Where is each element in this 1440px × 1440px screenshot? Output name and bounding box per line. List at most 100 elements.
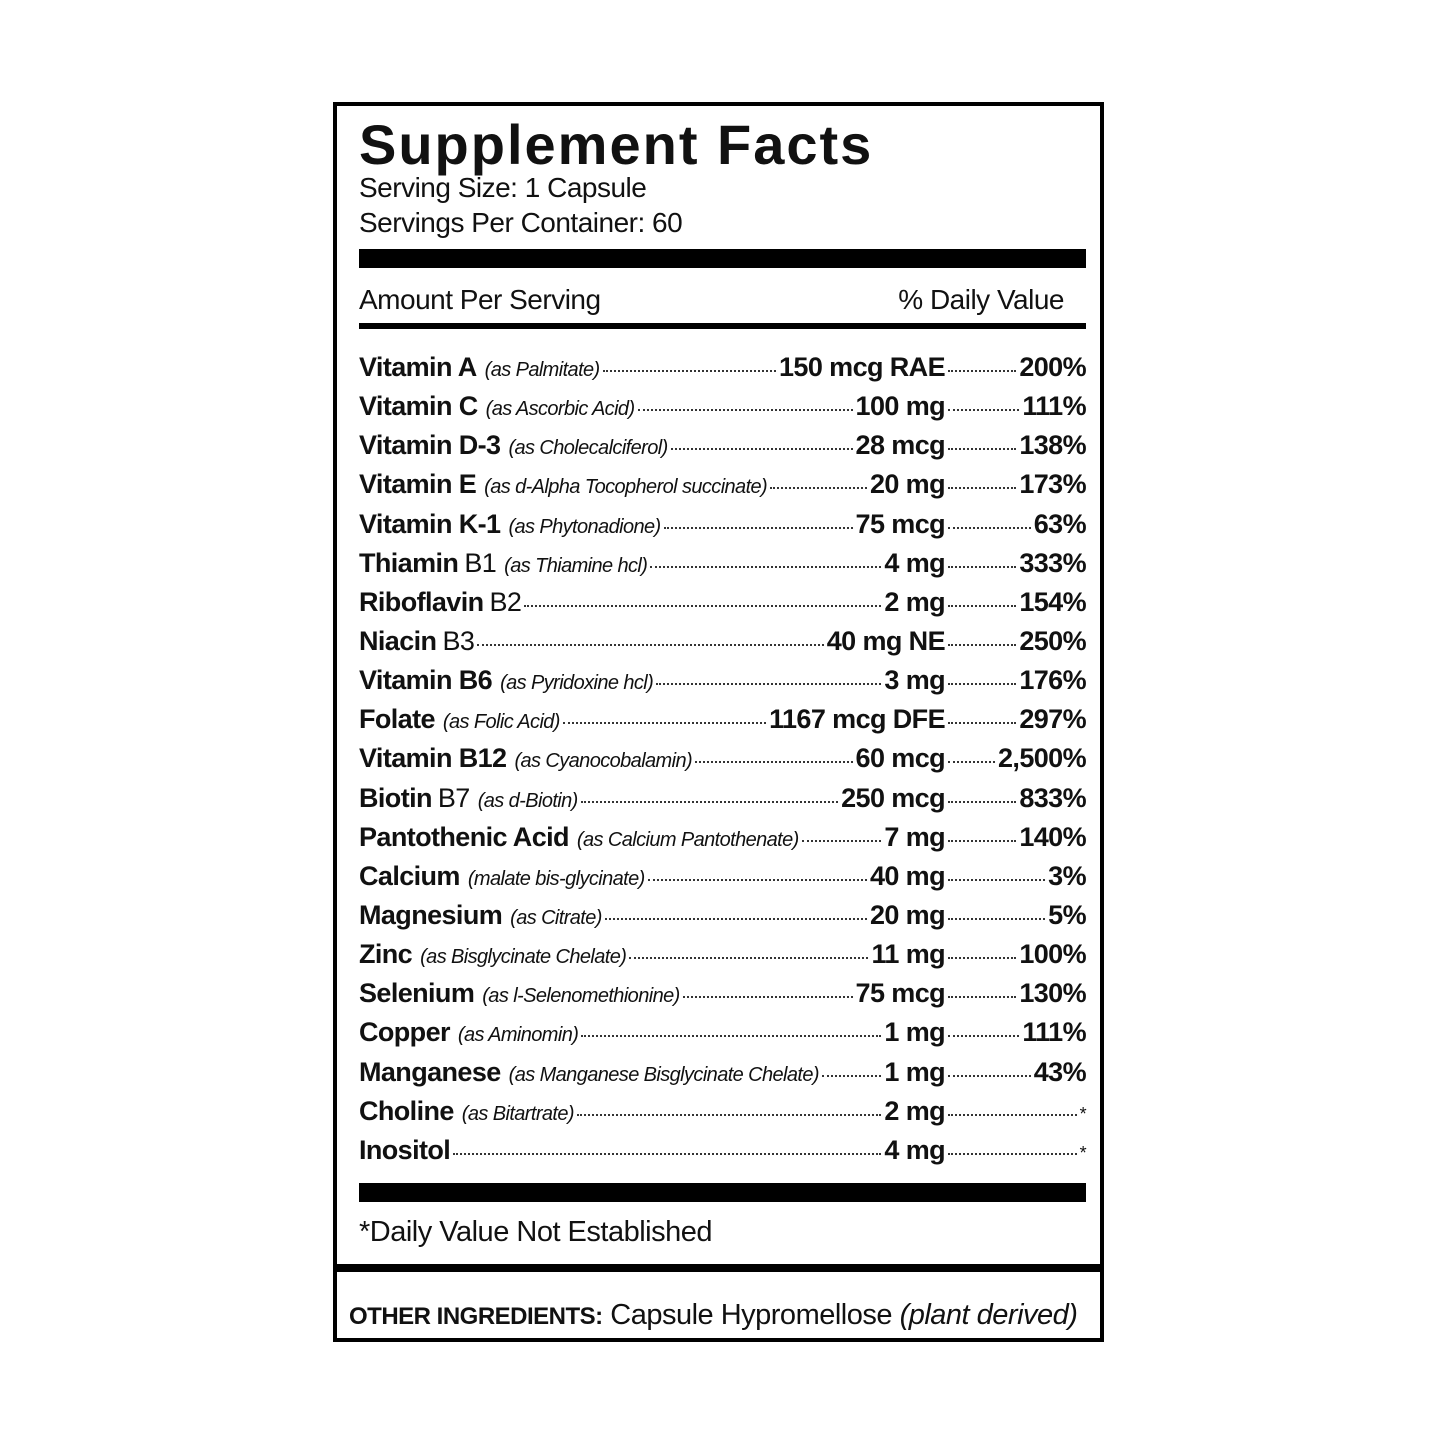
nutrient-name: Inositol — [359, 1134, 451, 1165]
nutrient-name: Niacin — [359, 625, 437, 656]
nutrient-name: Vitamin E — [359, 469, 477, 500]
amount: 1167 mcg DFE — [769, 704, 946, 735]
daily-value: 63% — [1033, 508, 1087, 539]
dot-leader — [670, 448, 853, 451]
dv-cell: 140% — [945, 821, 1087, 853]
dot-leader — [663, 526, 853, 529]
dot-leader — [948, 800, 1017, 803]
daily-value: 43% — [1033, 1056, 1087, 1087]
dot-leader — [629, 957, 869, 960]
dv-cell: 63% — [945, 508, 1087, 540]
dv-cell: 2,500% — [945, 743, 1087, 774]
dot-leader — [948, 996, 1017, 999]
nutrient-name: Selenium — [359, 978, 475, 1009]
dot-leader — [453, 1152, 882, 1155]
amount: 2 mg — [884, 586, 945, 617]
title: Supplement Facts — [359, 113, 874, 176]
dv-cell: 833% — [945, 782, 1087, 814]
other-ingredients-text: Capsule Hypromellose — [610, 1299, 892, 1331]
amount: 4 mg — [884, 1134, 945, 1165]
daily-value: 250% — [1019, 625, 1086, 656]
nutrient-source: (as Citrate) — [510, 906, 602, 929]
serving-size: Serving Size: 1 Capsule — [359, 172, 647, 203]
nutrient-source: (as d-Biotin) — [477, 789, 579, 812]
daily-value: 111% — [1022, 1017, 1086, 1048]
dot-leader — [948, 1113, 1077, 1116]
dv-cell: 5% — [945, 900, 1087, 931]
dot-leader — [948, 409, 1020, 412]
amount: 20 mg — [869, 469, 946, 500]
dot-leader — [580, 800, 839, 803]
dot-leader — [948, 1035, 1020, 1038]
nutrient-row: Vitamin C (as Ascorbic Acid) 100 mg 111% — [359, 391, 1087, 430]
nutrient-name: Folate — [359, 704, 436, 735]
nutrient-row: Choline (as Bitartrate) 2 mg * — [359, 1095, 1087, 1135]
nutrient-name: Choline — [359, 1095, 454, 1126]
nutrient-name: Vitamin C — [359, 391, 478, 422]
amount: 1 mg — [884, 1056, 945, 1087]
nutrient-source: (as Manganese Bisglycinate Chelate) — [508, 1063, 820, 1086]
amount: 250 mcg — [841, 782, 945, 813]
amount: 40 mg — [869, 860, 946, 891]
nutrient-subname: B2 — [489, 586, 522, 617]
nutrient-row: Vitamin D-3 (as Cholecalciferol) 28 mcg 138… — [359, 430, 1087, 469]
amount: 3 mg — [884, 665, 945, 696]
divider — [359, 323, 1086, 329]
dv-header: % Daily Value — [898, 284, 1064, 315]
dot-leader — [948, 448, 1017, 451]
amount: 7 mg — [884, 821, 945, 852]
nutrient-source: (as d-Alpha Tocopherol succinate) — [484, 476, 768, 499]
dv-cell: 173% — [945, 469, 1087, 500]
amount: 11 mg — [871, 939, 945, 970]
nutrient-name: Biotin — [359, 782, 432, 813]
amount: 40 mg NE — [826, 625, 946, 656]
daily-value: 140% — [1019, 821, 1086, 852]
nutrient-name: Vitamin K-1 — [359, 508, 501, 539]
dv-cell: 111% — [945, 1017, 1087, 1048]
nutrient-source: (as Phytonadione) — [508, 515, 661, 538]
dv-cell: * — [945, 1104, 1087, 1125]
nutrient-row: Copper (as Aminomin) 1 mg 111% — [359, 1017, 1087, 1056]
amount: 75 mcg — [855, 508, 946, 539]
nutrient-name: Calcium — [359, 860, 460, 891]
dot-leader — [821, 1074, 882, 1077]
nutrient-row: Manganese (as Manganese Bisglycinate Chel… — [359, 1056, 1087, 1096]
nutrient-row: Pantothenic Acid (as Calcium Pantothenate… — [359, 821, 1087, 861]
other-ingredients-label: OTHER INGREDIENTS: — [349, 1303, 603, 1330]
nutrient-name: Riboflavin — [359, 586, 484, 617]
dot-leader — [948, 487, 1017, 490]
daily-value: 154% — [1019, 586, 1086, 617]
dot-leader — [650, 565, 882, 568]
amount: 20 mg — [869, 899, 946, 930]
dot-leader — [656, 683, 882, 686]
nutrient-source: (as Cholecalciferol) — [508, 437, 668, 460]
divider — [337, 1264, 1100, 1272]
dot-leader — [770, 487, 867, 490]
daily-value: 297% — [1019, 704, 1086, 735]
nutrient-name: Thiamin — [359, 547, 459, 578]
nutrient-row: Biotin B7 (as d-Biotin) 250 mcg 833% — [359, 782, 1087, 822]
servings-per-container: Servings Per Container: 60 — [359, 207, 683, 238]
nutrient-row: Vitamin B6 (as Pyridoxine hcl) 3 mg 176% — [359, 665, 1087, 704]
daily-value: 833% — [1019, 782, 1086, 813]
nutrient-source: (as Cyanocobalamin) — [514, 750, 693, 773]
nutrient-source: (as Bisglycinate Chelate) — [420, 946, 627, 969]
daily-value: 130% — [1019, 978, 1086, 1009]
nutrient-name: Vitamin B6 — [359, 665, 493, 696]
nutrient-source: (as Pyridoxine hcl) — [500, 672, 654, 695]
dot-leader — [637, 409, 853, 412]
amount-header: Amount Per Serving — [359, 284, 601, 315]
nutrient-source: (as Palmitate) — [484, 359, 601, 381]
nutrient-source: (as Bitartrate) — [461, 1102, 575, 1125]
other-ingredients-note: (plant derived) — [899, 1299, 1078, 1331]
nutrient-source: (as Aminomin) — [457, 1024, 579, 1047]
dot-leader — [948, 565, 1017, 568]
dot-leader — [477, 643, 824, 646]
amount: 60 mcg — [855, 743, 946, 774]
dot-leader — [948, 917, 1046, 920]
footnote: *Daily Value Not Established — [359, 1216, 713, 1248]
nutrient-row: Riboflavin B2 2 mg 154% — [359, 586, 1087, 626]
daily-value: 3% — [1048, 860, 1086, 891]
dot-leader — [948, 722, 1017, 725]
dv-cell: 333% — [945, 548, 1087, 579]
